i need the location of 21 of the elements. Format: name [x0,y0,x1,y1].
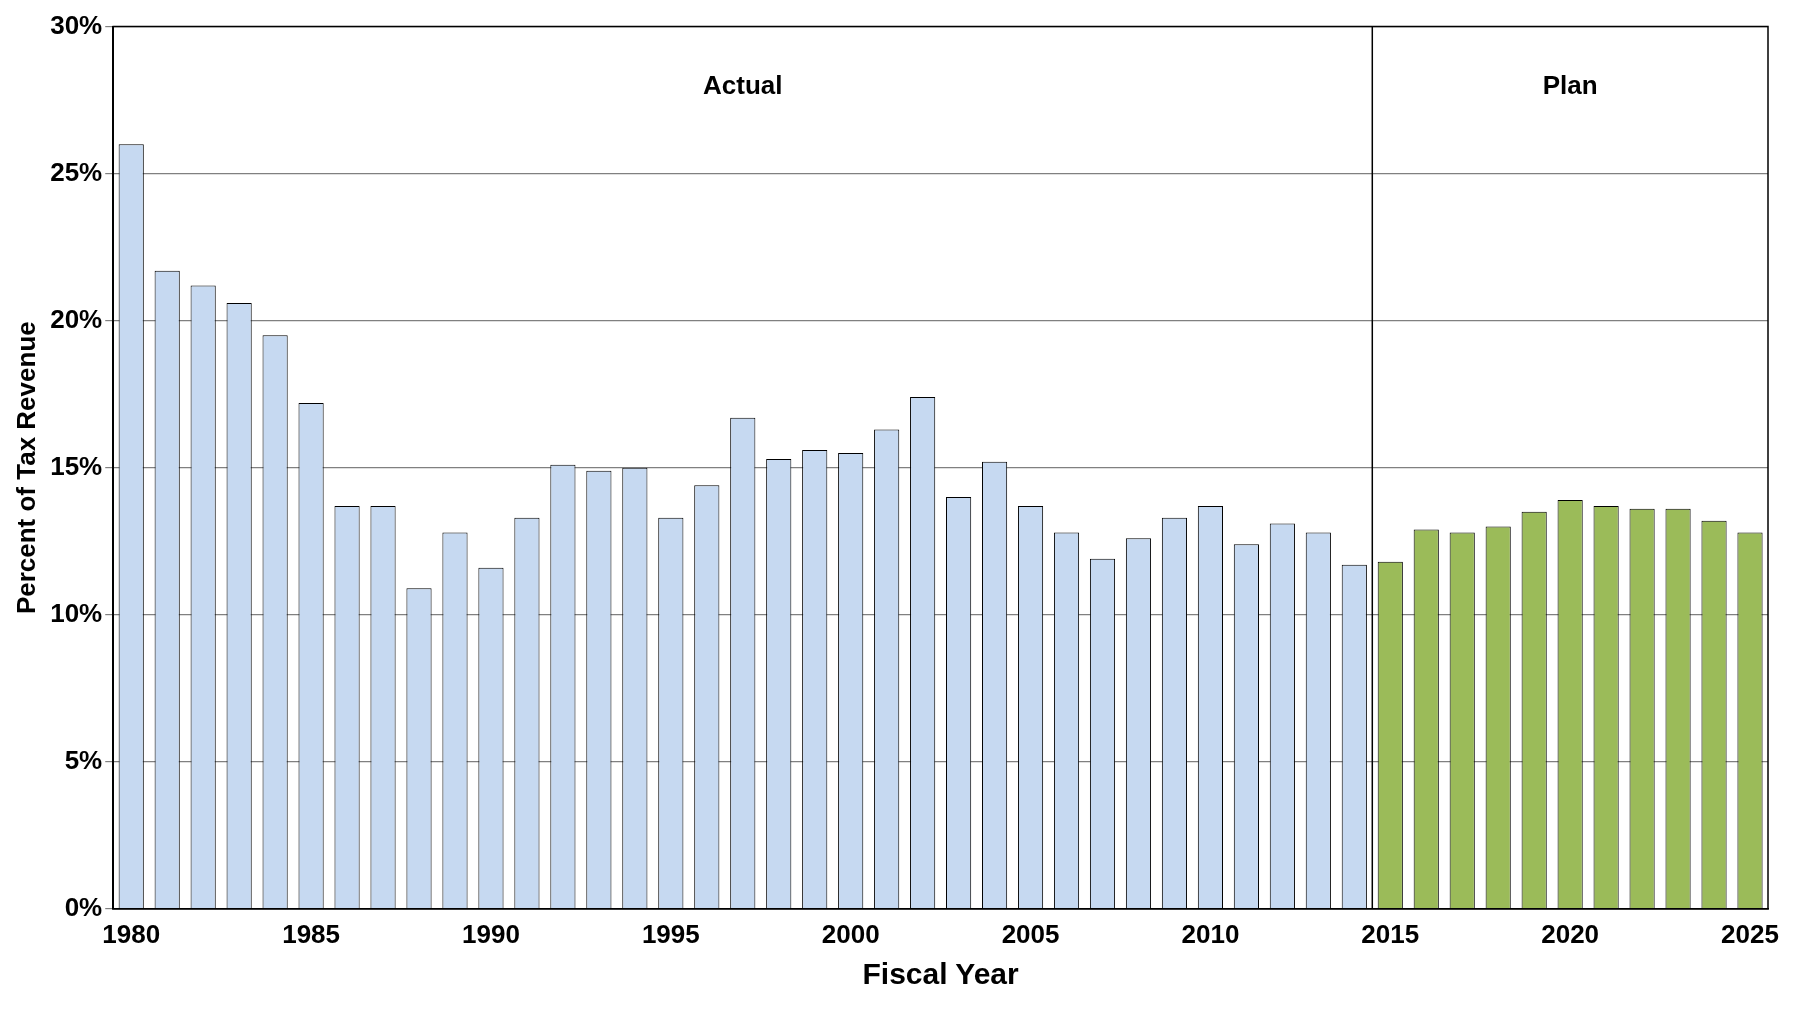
x-tick-label: 2005 [1001,918,1060,949]
y-tick-label: 20% [50,303,103,334]
x-tick-label: 2020 [1541,918,1600,949]
y-tick-label: 10% [50,597,103,628]
x-tick-label: 2025 [1721,918,1779,949]
y-tick-label: 30% [50,9,103,40]
x-tick-label: 2015 [1361,918,1420,949]
x-tick-label: 1985 [282,918,341,949]
y-tick-label: 25% [50,156,103,187]
x-tick-label: 1980 [102,918,161,949]
annotation: Plan [1542,69,1598,100]
y-tick-label: 15% [50,450,103,481]
x-tick-label: 2010 [1181,918,1240,949]
annotation: Actual [703,69,783,100]
x-tick-label: 1990 [462,918,520,949]
y-tick-label: 0% [64,891,103,922]
x-tick-label: 2000 [821,918,880,949]
y-tick-label: 5% [64,744,103,775]
x-tick-label: 1995 [641,918,700,949]
x-axis-title: Fiscal Year [862,957,1020,991]
y-axis-title: Percent of Tax Revenue [10,321,41,615]
